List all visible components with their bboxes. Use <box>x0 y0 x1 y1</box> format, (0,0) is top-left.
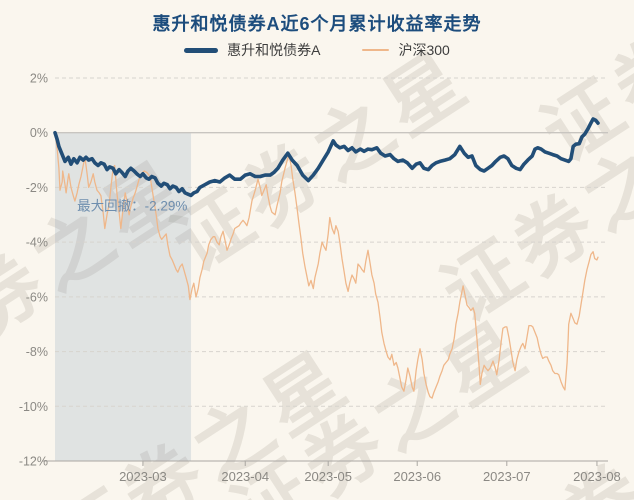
legend: 惠升和悦债券A 沪深300 <box>0 40 634 60</box>
x-axis-label: 2023-08 <box>573 469 621 484</box>
x-axis-label: 2023-07 <box>483 469 531 484</box>
y-axis-label: 2% <box>30 72 48 86</box>
y-axis-label: 0% <box>30 126 48 140</box>
x-axis-label: 2023-04 <box>221 469 269 484</box>
y-axis-label: -6% <box>26 290 48 304</box>
fund-line <box>53 117 600 198</box>
max-drawdown-label: 最大回撤：-2.29% <box>77 199 187 214</box>
x-axis-label: 2023-06 <box>393 469 441 484</box>
y-axis-label: -10% <box>19 400 48 414</box>
y-axis-label: -12% <box>19 455 48 469</box>
index-legend-label: 沪深300 <box>398 42 450 58</box>
legend-item-index[interactable]: 沪深300 <box>362 40 450 60</box>
legend-item-fund[interactable]: 惠升和悦债券A <box>184 40 320 60</box>
fund-line-swatch <box>184 47 219 53</box>
y-axis-label: -2% <box>26 181 48 195</box>
fund-legend-label: 惠升和悦债券A <box>227 42 321 58</box>
index-line-swatch <box>362 49 390 51</box>
x-axis-label: 2023-05 <box>304 469 352 484</box>
y-axis-label: -4% <box>26 236 48 250</box>
x-axis-label: 2023-03 <box>119 469 167 484</box>
y-axis-label: -8% <box>26 345 48 359</box>
page-title: 惠升和悦债券A近6个月累计收益率走势 <box>152 14 482 34</box>
